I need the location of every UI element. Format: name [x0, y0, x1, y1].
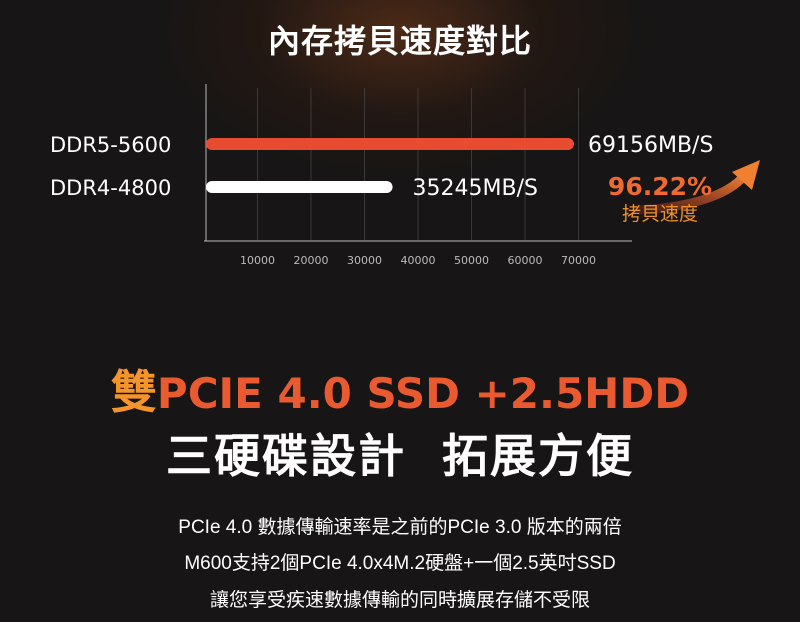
x-tick-label: 10000: [240, 254, 275, 267]
body-line-1: PCIe 4.0 數據傳輸速率是之前的PCIe 3.0 版本的兩倍: [178, 517, 622, 538]
x-tick-label: 60000: [508, 254, 543, 267]
headline: 雙PCIE 4.0 SSD +2.5HDD: [0, 356, 800, 422]
increase-percent: 96.22%: [608, 172, 712, 201]
body-line-2: M600支持2個PCIe 4.0x4M.2硬盤+一個2.5英吋SSD: [184, 553, 616, 574]
increase-label: 拷貝速度: [622, 203, 698, 225]
chart-title: 內存拷貝速度對比: [267, 22, 532, 60]
x-tick-label: 20000: [294, 254, 329, 267]
bar-value-label: 69156MB/S: [588, 133, 713, 158]
arrow-head-icon: [732, 160, 760, 190]
headline-prefix: 雙: [110, 365, 157, 419]
x-tick-label: 30000: [347, 254, 382, 267]
bar-value-label: 35245MB/S: [413, 176, 538, 201]
category-label-ddr4: DDR4-4800: [50, 176, 172, 200]
bar-chart: 69156MB/S 35245MB/S 10000 20000 30000 40000 5…: [204, 84, 760, 267]
bar-ddr5-5600: [206, 138, 574, 150]
arrow-up-icon: [635, 170, 750, 215]
x-tick-label: 70000: [561, 254, 596, 267]
subheadline: 三硬碟設計 拓展方便: [165, 429, 635, 483]
body-line-3: 讓您享受疾速數據傳輸的同時擴展存儲不受限: [209, 590, 590, 611]
headline-text: PCIE 4.0 SSD +2.5HDD: [156, 369, 690, 418]
bar-ddr4-4800: [206, 181, 393, 193]
x-tick-label: 50000: [454, 254, 489, 267]
x-tick-label: 40000: [401, 254, 436, 267]
category-label-ddr5: DDR5-5600: [50, 133, 172, 157]
